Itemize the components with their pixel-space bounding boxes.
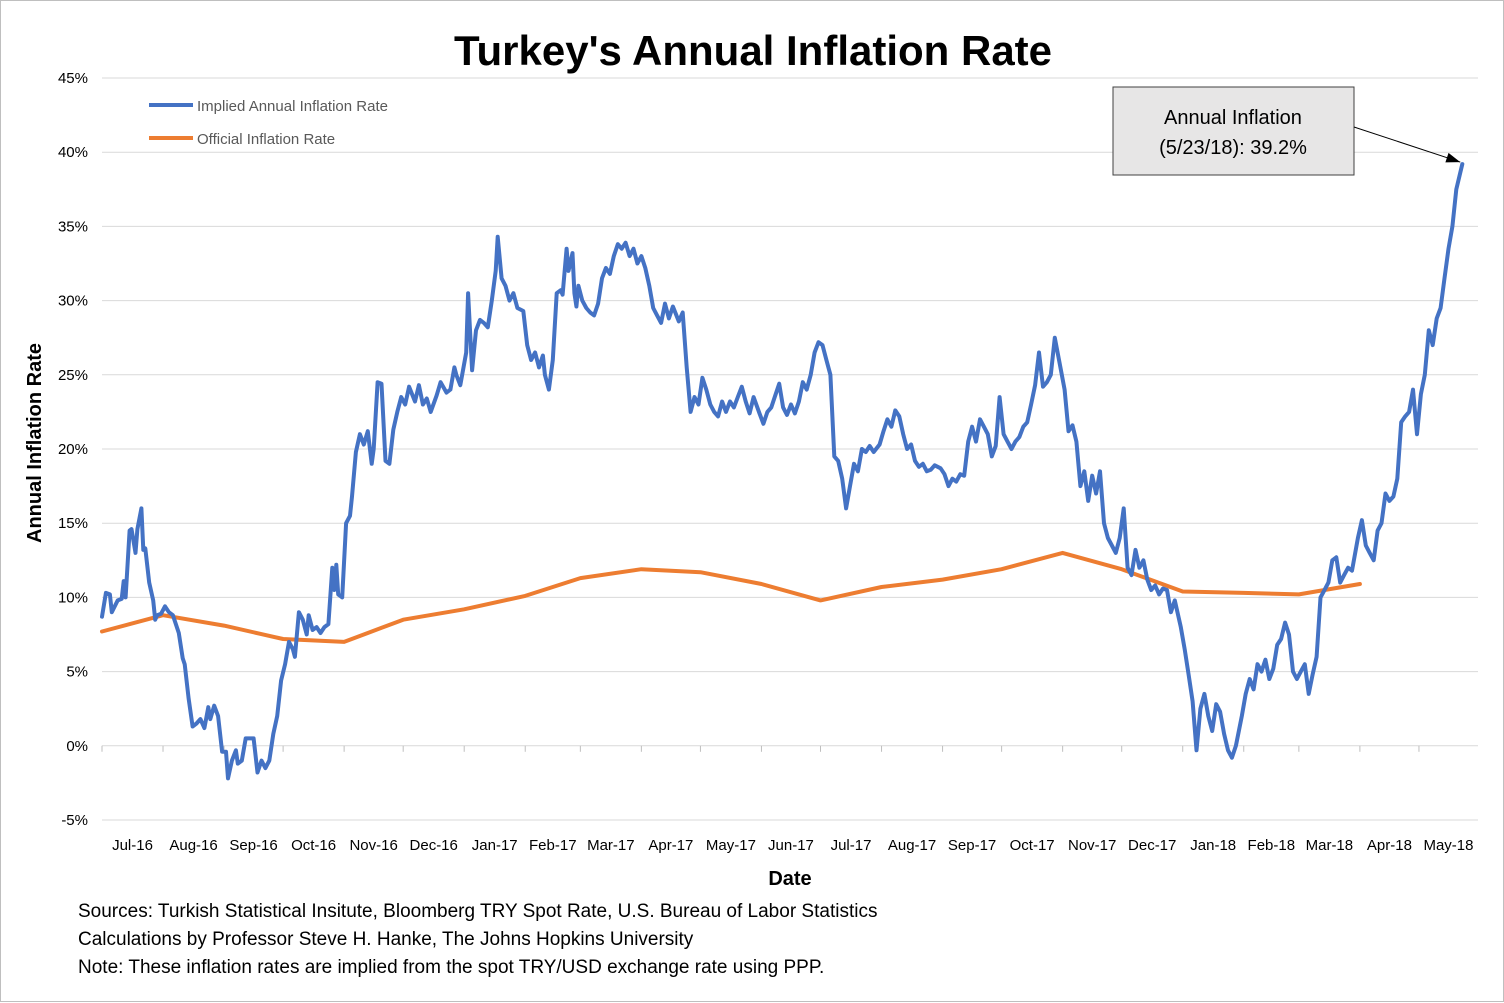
y-axis: -5% 0% 5% 10% 15% 20% 25% 30% 35% 40% 45% xyxy=(58,70,88,829)
x-tick-label-7: Feb-17 xyxy=(529,837,577,854)
x-tick-label-0: Jul-16 xyxy=(112,837,153,854)
annotation-line2: (5/23/18): 39.2% xyxy=(1159,137,1307,159)
x-tick-label-14: Sep-17 xyxy=(948,837,996,854)
annotation-arrowhead xyxy=(1445,152,1461,163)
y-tick-label-4: 15% xyxy=(58,515,88,532)
footer-note: Note: These inflation rates are implied … xyxy=(78,957,824,978)
x-tick-label-6: Jan-17 xyxy=(472,837,518,854)
x-axis: Jul-16 Aug-16 Sep-16 Oct-16 Nov-16 Dec-16 Jan-… xyxy=(101,745,1473,854)
x-tick-label-3: Oct-16 xyxy=(291,837,336,854)
x-tick-label-18: Jan-18 xyxy=(1190,837,1236,854)
legend: Implied Annual Inflation Rate Official I… xyxy=(149,98,388,148)
x-tick-label-1: Aug-16 xyxy=(169,837,217,854)
x-axis-label: Date xyxy=(768,868,811,890)
x-tick-label-20: Mar-18 xyxy=(1306,837,1354,854)
x-tick-label-13: Aug-17 xyxy=(888,837,936,854)
y-tick-label-0: -5% xyxy=(61,812,88,829)
x-tick-label-17: Dec-17 xyxy=(1128,837,1176,854)
x-tick-label-11: Jun-17 xyxy=(768,837,814,854)
series-line-implied xyxy=(100,162,1465,781)
series xyxy=(100,162,1465,781)
annotation-callout: Annual Inflation (5/23/18): 39.2% xyxy=(1112,86,1461,176)
footer-calculations: Calculations by Professor Steve H. Hanke… xyxy=(78,929,694,950)
chart-title: Turkey's Annual Inflation Rate xyxy=(454,27,1052,74)
x-tick-label-5: Dec-16 xyxy=(410,837,458,854)
y-tick-label-5: 20% xyxy=(58,441,88,458)
x-tick-label-21: Apr-18 xyxy=(1367,837,1412,854)
x-tick-label-16: Nov-17 xyxy=(1068,837,1116,854)
y-tick-label-9: 40% xyxy=(58,144,88,161)
x-tick-label-12: Jul-17 xyxy=(831,837,872,854)
y-tick-label-6: 25% xyxy=(58,367,88,384)
footer-sources: Sources: Turkish Statistical Insitute, B… xyxy=(78,901,877,922)
x-tick-label-19: Feb-18 xyxy=(1248,837,1296,854)
grid xyxy=(102,77,1478,821)
footer-notes: Sources: Turkish Statistical Insitute, B… xyxy=(78,901,877,978)
y-tick-label-10: 45% xyxy=(58,70,88,87)
x-tick-label-9: Apr-17 xyxy=(648,837,693,854)
annotation-arrow xyxy=(1353,126,1461,163)
y-tick-label-3: 10% xyxy=(58,589,88,606)
x-tick-label-8: Mar-17 xyxy=(587,837,635,854)
series-line-official xyxy=(100,550,1362,644)
y-tick-label-7: 30% xyxy=(58,293,88,310)
x-tick-label-15: Oct-17 xyxy=(1010,837,1055,854)
legend-label-implied: Implied Annual Inflation Rate xyxy=(197,98,388,115)
y-tick-label-8: 35% xyxy=(58,218,88,235)
x-tick-label-4: Nov-16 xyxy=(349,837,397,854)
annotation-line1: Annual Inflation xyxy=(1164,107,1302,129)
x-tick-label-22: May-18 xyxy=(1423,837,1473,854)
x-tick-label-2: Sep-16 xyxy=(229,837,277,854)
y-tick-label-2: 5% xyxy=(66,664,88,681)
x-tick-label-10: May-17 xyxy=(706,837,756,854)
y-tick-label-1: 0% xyxy=(66,738,88,755)
legend-label-official: Official Inflation Rate xyxy=(197,131,335,148)
annotation-box xyxy=(1112,86,1355,176)
y-axis-label: Annual Inflation Rate xyxy=(24,343,46,543)
